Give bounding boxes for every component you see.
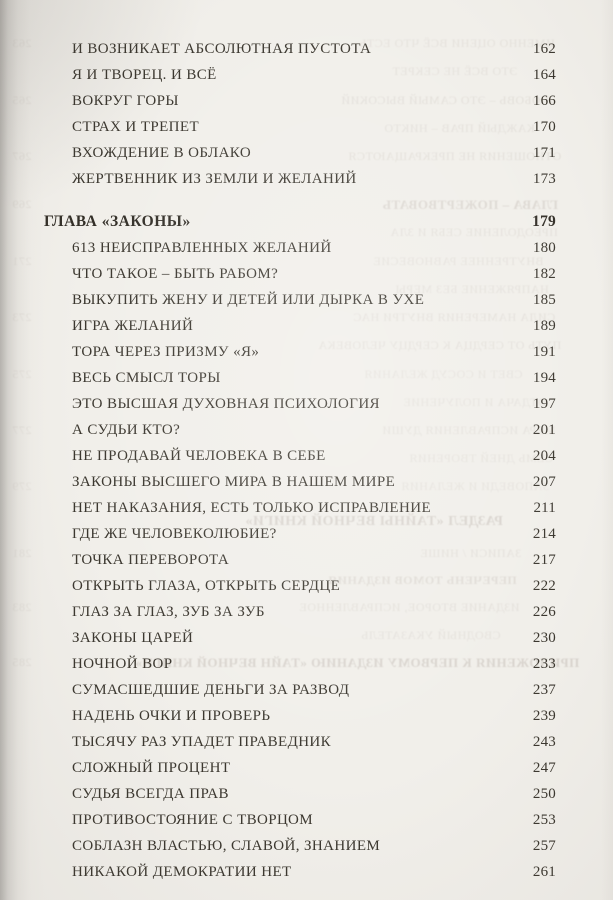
toc-entry-page-number: 243 — [532, 733, 556, 750]
toc-entry-row: НАДЕНЬ ОЧКИ И ПРОВЕРЬ 239 — [0, 703, 556, 729]
toc-entry-row: ЖЕРТВЕННИК ИЗ ЗЕМЛИ И ЖЕЛАНИЙ 173 — [0, 166, 556, 192]
toc-entry-page-number: 204 — [532, 447, 556, 464]
toc-entry-title: ЭТО ВЫСШАЯ ДУХОВНАЯ ПСИХОЛОГИЯ — [72, 395, 380, 412]
toc-entry-page-number: 237 — [532, 681, 556, 698]
toc-entry-row: Я И ТВОРЕЦ. И ВСЁ 164 — [0, 62, 556, 88]
toc-entry-row: СЛОЖНЫЙ ПРОЦЕНТ 247 — [0, 755, 556, 781]
toc-entry-page-number: 179 — [532, 213, 556, 230]
toc-entry-title: ЗАКОНЫ ЦАРЕЙ — [72, 629, 194, 646]
toc-entry-page-number: 247 — [532, 759, 556, 776]
toc-entry-title: НЕТ НАКАЗАНИЯ, ЕСТЬ ТОЛЬКО ИСПРАВЛЕНИЕ — [72, 499, 432, 516]
toc-entry-row: ПРОТИВОСТОЯНИЕ С ТВОРЦОМ 253 — [0, 807, 556, 833]
toc-entry-row: НЕ ПРОДАВАЙ ЧЕЛОВЕКА В СЕБЕ 204 — [0, 443, 556, 469]
toc-entry-title: И ВОЗНИКАЕТ АБСОЛЮТНАЯ ПУСТОТА — [72, 40, 372, 57]
toc-entry-row: 613 НЕИСПРАВЛЕННЫХ ЖЕЛАНИЙ 180 — [0, 235, 556, 261]
toc-entry-title: СУДЬЯ ВСЕГДА ПРАВ — [72, 785, 229, 802]
toc-entry-page-number: 166 — [532, 92, 556, 109]
toc-entry-page-number: 189 — [532, 317, 556, 334]
toc-entry-page-number: 180 — [532, 239, 556, 256]
toc-entry-title: ТОЧКА ПЕРЕВОРОТА — [72, 551, 230, 568]
toc-entry-row: НИКАКОЙ ДЕМОКРАТИИ НЕТ 261 — [0, 859, 556, 885]
toc-entry-page-number: 191 — [532, 343, 556, 360]
toc-entry-page-number: 194 — [532, 369, 556, 386]
toc-entry-title: ТОРА ЧЕРЕЗ ПРИЗМУ «Я» — [72, 343, 260, 360]
toc-entry-row: ТЫСЯЧУ РАЗ УПАДЕТ ПРАВЕДНИК 243 — [0, 729, 556, 755]
toc-entry-row: СТРАХ И ТРЕПЕТ 170 — [0, 114, 556, 140]
toc-entry-row: НЕТ НАКАЗАНИЯ, ЕСТЬ ТОЛЬКО ИСПРАВЛЕНИЕ 21… — [0, 495, 556, 521]
toc-entry-page-number: 226 — [532, 603, 556, 620]
toc-entry-page-number: 250 — [532, 785, 556, 802]
toc-entry-page-number: 173 — [532, 170, 556, 187]
toc-entry-row: НОЧНОЙ ВОР 233 — [0, 651, 556, 677]
toc-chapter-row: ГЛАВА «ЗАКОНЫ» 179 — [0, 209, 556, 235]
toc-entry-row: ТОРА ЧЕРЕЗ ПРИЗМУ «Я» 191 — [0, 339, 556, 365]
toc-entry-row: СУМАСШЕДШИЕ ДЕНЬГИ ЗА РАЗВОД 237 — [0, 677, 556, 703]
toc-entry-row: ОТКРЫТЬ ГЛАЗА, ОТКРЫТЬ СЕРДЦЕ 222 — [0, 573, 556, 599]
toc-entry-page-number: 201 — [532, 421, 556, 438]
toc-entry-row: А СУДЬИ КТО? 201 — [0, 417, 556, 443]
toc-entry-title: НОЧНОЙ ВОР — [72, 655, 173, 672]
toc-entry-page-number: 217 — [532, 551, 556, 568]
toc-entry-title: ЖЕРТВЕННИК ИЗ ЗЕМЛИ И ЖЕЛАНИЙ — [72, 170, 357, 187]
toc-entry-page-number: 182 — [532, 265, 556, 282]
toc-entry-title: НЕ ПРОДАВАЙ ЧЕЛОВЕКА В СЕБЕ — [72, 447, 326, 464]
toc-entry-row: ГДЕ ЖЕ ЧЕЛОВЕКОЛЮБИЕ? 214 — [0, 521, 556, 547]
toc-entry-page-number: 162 — [532, 40, 556, 57]
toc-entry-page-number: 185 — [532, 291, 556, 308]
toc-entry-title: ВЫКУПИТЬ ЖЕНУ И ДЕТЕЙ ИЛИ ДЫРКА В УХЕ — [72, 291, 425, 308]
toc-entry-title: ОТКРЫТЬ ГЛАЗА, ОТКРЫТЬ СЕРДЦЕ — [72, 577, 341, 594]
toc-entry-page-number: 230 — [532, 629, 556, 646]
toc-chapter-title: ГЛАВА «ЗАКОНЫ» — [44, 213, 191, 230]
toc-entry-page-number: 253 — [532, 811, 556, 828]
toc-entry-title: НИКАКОЙ ДЕМОКРАТИИ НЕТ — [72, 863, 292, 880]
toc-entry-title: ВЕСЬ СМЫСЛ ТОРЫ — [72, 369, 221, 386]
toc-entry-title: СОБЛАЗН ВЛАСТЬЮ, СЛАВОЙ, ЗНАНИЕМ — [72, 837, 381, 854]
toc-entry-row: ВОКРУГ ГОРЫ 166 — [0, 88, 556, 114]
toc-entry-row: ЗАКОНЫ ВЫСШЕГО МИРА В НАШЕМ МИРЕ 207 — [0, 469, 556, 495]
toc-entry-title: ЗАКОНЫ ВЫСШЕГО МИРА В НАШЕМ МИРЕ — [72, 473, 396, 490]
toc-entry-title: СТРАХ И ТРЕПЕТ — [72, 118, 200, 135]
toc-entry-row: ГЛАЗ ЗА ГЛАЗ, ЗУБ ЗА ЗУБ 226 — [0, 599, 556, 625]
toc-entry-page-number: 261 — [532, 863, 556, 880]
toc-entry-title: ИГРА ЖЕЛАНИЙ — [72, 317, 194, 334]
toc-entry-title: ВХОЖДЕНИЕ В ОБЛАКО — [72, 144, 252, 161]
toc-entry-page-number: 170 — [532, 118, 556, 135]
toc-entry-page-number: 211 — [533, 499, 556, 516]
toc-entry-title: СЛОЖНЫЙ ПРОЦЕНТ — [72, 759, 231, 776]
toc-entry-title: ЧТО ТАКОЕ – БЫТЬ РАБОМ? — [72, 265, 279, 282]
toc-entry-row: ВХОЖДЕНИЕ В ОБЛАКО 171 — [0, 140, 556, 166]
toc-entry-title: ГЛАЗ ЗА ГЛАЗ, ЗУБ ЗА ЗУБ — [72, 603, 265, 620]
toc-entry-page-number: 197 — [532, 395, 556, 412]
toc-entry-title: ГДЕ ЖЕ ЧЕЛОВЕКОЛЮБИЕ? — [72, 525, 277, 542]
toc-entry-page-number: 257 — [532, 837, 556, 854]
toc-entry-row: ИГРА ЖЕЛАНИЙ 189 — [0, 313, 556, 339]
toc-entry-row: ЧТО ТАКОЕ – БЫТЬ РАБОМ? 182 — [0, 261, 556, 287]
toc-entry-title: НАДЕНЬ ОЧКИ И ПРОВЕРЬ — [72, 707, 271, 724]
toc-entry-title: А СУДЬИ КТО? — [72, 421, 181, 438]
toc-entry-title: ТЫСЯЧУ РАЗ УПАДЕТ ПРАВЕДНИК — [72, 733, 332, 750]
toc-entry-page-number: 171 — [532, 144, 556, 161]
toc-entry-page-number: 214 — [532, 525, 556, 542]
toc-entry-row: СУДЬЯ ВСЕГДА ПРАВ 250 — [0, 781, 556, 807]
toc-entry-row: ЭТО ВЫСШАЯ ДУХОВНАЯ ПСИХОЛОГИЯ 197 — [0, 391, 556, 417]
toc-entry-row: ЗАКОНЫ ЦАРЕЙ 230 — [0, 625, 556, 651]
toc-entry-title: ПРОТИВОСТОЯНИЕ С ТВОРЦОМ — [72, 811, 314, 828]
toc-entry-row: СОБЛАЗН ВЛАСТЬЮ, СЛАВОЙ, ЗНАНИЕМ 257 — [0, 833, 556, 859]
toc-entry-title: ВОКРУГ ГОРЫ — [72, 92, 179, 109]
toc-entry-row: ВЕСЬ СМЫСЛ ТОРЫ 194 — [0, 365, 556, 391]
toc-entry-page-number: 222 — [532, 577, 556, 594]
toc-entry-title: СУМАСШЕДШИЕ ДЕНЬГИ ЗА РАЗВОД — [72, 681, 350, 698]
toc-entry-row: ВЫКУПИТЬ ЖЕНУ И ДЕТЕЙ ИЛИ ДЫРКА В УХЕ 185 — [0, 287, 556, 313]
toc-entry-page-number: 239 — [532, 707, 556, 724]
toc-entry-page-number: 164 — [532, 66, 556, 83]
toc-entry-page-number: 207 — [532, 473, 556, 490]
toc-entry-row: ТОЧКА ПЕРЕВОРОТА 217 — [0, 547, 556, 573]
toc-entry-title: 613 НЕИСПРАВЛЕННЫХ ЖЕЛАНИЙ — [72, 239, 332, 256]
toc-entry-row: И ВОЗНИКАЕТ АБСОЛЮТНАЯ ПУСТОТА 162 — [0, 36, 556, 62]
toc-entry-page-number: 233 — [532, 655, 556, 672]
toc-entry-title: Я И ТВОРЕЦ. И ВСЁ — [72, 66, 217, 83]
